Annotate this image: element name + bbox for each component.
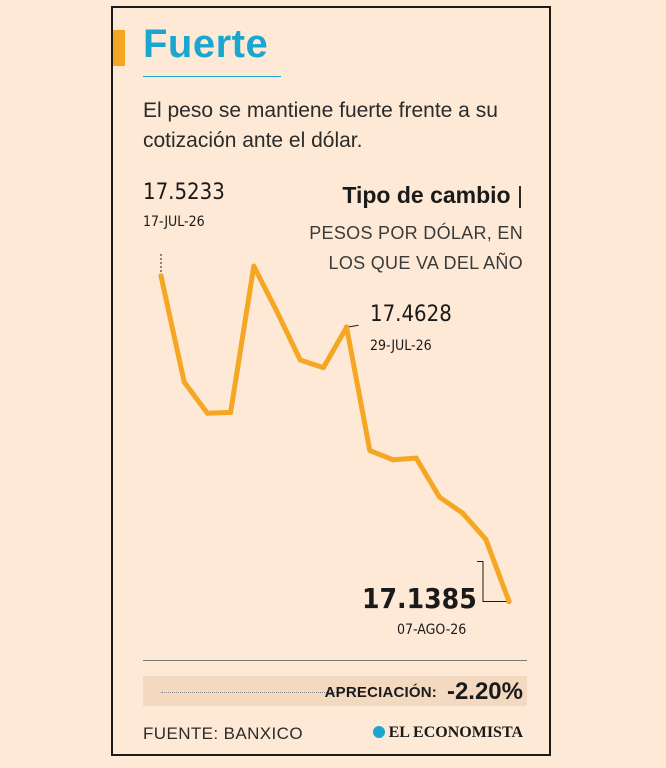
source-note: FUENTE: BANXICO <box>143 724 303 743</box>
appreciation-box <box>143 676 527 706</box>
divider <box>143 660 527 661</box>
data-point <box>390 457 396 463</box>
chart-title: Tipo de cambio | <box>342 182 523 209</box>
appreciation-dotted-leader <box>161 692 337 693</box>
data-point <box>274 309 280 315</box>
appreciation-label: APRECIACIÓN: <box>324 684 437 701</box>
data-point <box>344 324 350 330</box>
data-point <box>320 365 326 371</box>
series-line <box>158 263 512 604</box>
data-point <box>158 273 164 279</box>
data-points <box>158 263 512 604</box>
chart-subtitle: PESOS POR DÓLAR, EN LOS QUE VA DEL AÑO <box>309 223 523 273</box>
line-chart <box>158 254 512 604</box>
data-point <box>413 455 419 461</box>
annotation-value-start: 17.5233 <box>143 180 225 205</box>
data-point <box>506 598 512 604</box>
annotation-leader <box>477 560 509 602</box>
data-point <box>460 510 466 516</box>
page-subtitle: El peso se mantiene fuerte frente a su c… <box>143 99 498 152</box>
data-point <box>436 494 442 500</box>
chart-title-separator: | <box>517 182 523 208</box>
chart-title-text: Tipo de cambio <box>342 182 511 208</box>
data-point <box>483 536 489 542</box>
appreciation-value: -2.20% <box>446 678 523 705</box>
title-underline <box>143 76 281 77</box>
data-point <box>251 263 257 269</box>
annotation-date-start: 17-JUL-26 <box>143 214 205 230</box>
globe-icon <box>372 726 385 738</box>
annotation-date-mid: 29-JUL-26 <box>370 338 432 354</box>
brand-name: EL ECONOMISTA <box>388 724 523 741</box>
annotation-value-end: 17.1385 <box>362 582 477 615</box>
annotation-leaders <box>158 254 512 604</box>
data-point <box>228 409 234 415</box>
data-point <box>297 357 303 363</box>
data-point <box>367 447 373 453</box>
data-point <box>204 410 210 416</box>
annotation-value-mid: 17.4628 <box>370 302 452 327</box>
page-title: Fuerte <box>143 22 269 66</box>
accent-bar <box>113 30 125 66</box>
infographic-card: Fuerte El peso se mantiene fuerte frente… <box>111 6 551 756</box>
data-point <box>181 379 187 385</box>
brand-logo: EL ECONOMISTA <box>372 724 523 742</box>
annotation-date-end: 07-AGO-26 <box>397 622 467 638</box>
